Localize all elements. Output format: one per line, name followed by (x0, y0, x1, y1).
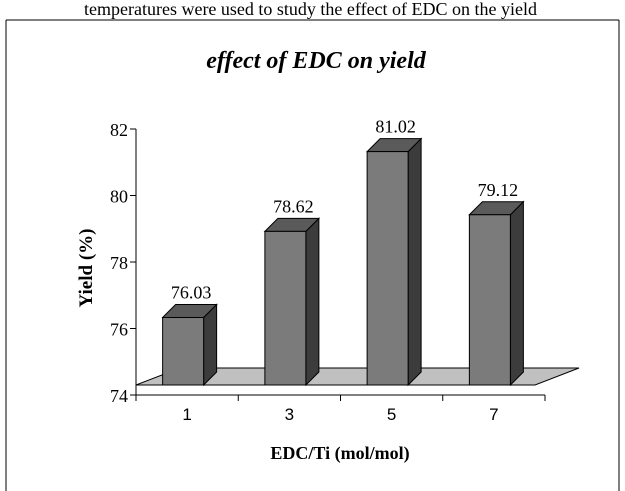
caption-fragment: temperatures were used to study the effe… (84, 0, 537, 19)
data-label: 79.12 (478, 180, 519, 200)
y-axis-label: Yield (%) (76, 229, 97, 308)
bar (468, 214, 511, 386)
x-tick-label: 3 (285, 405, 294, 424)
data-label: 81.02 (375, 117, 416, 137)
y-tick-label: 80 (110, 187, 128, 207)
y-tick-label: 74 (110, 386, 128, 406)
data-label: 76.03 (171, 283, 212, 303)
bar-side (203, 303, 218, 387)
y-tick-label: 76 (110, 320, 128, 340)
y-tick-label: 82 (110, 120, 128, 140)
x-tick-label: 5 (387, 405, 396, 424)
bar-side (305, 217, 320, 387)
plot-area: 74 76 78 80 82 1 3 5 7 76.03 78.62 81.02 79.12 (110, 117, 580, 424)
data-label: 78.62 (273, 196, 314, 216)
bar-side (509, 200, 524, 387)
y-tick-label: 78 (110, 253, 128, 273)
x-tick-label: 1 (182, 405, 191, 424)
x-tick-label: 7 (489, 405, 498, 424)
bar (264, 230, 307, 386)
chart-border (5, 19, 620, 491)
bar (366, 151, 409, 386)
bar (162, 317, 205, 386)
bar-side (407, 137, 422, 387)
chart-title: effect of EDC on yield (206, 48, 427, 74)
x-axis-label: EDC/Ti (mol/mol) (270, 443, 409, 464)
